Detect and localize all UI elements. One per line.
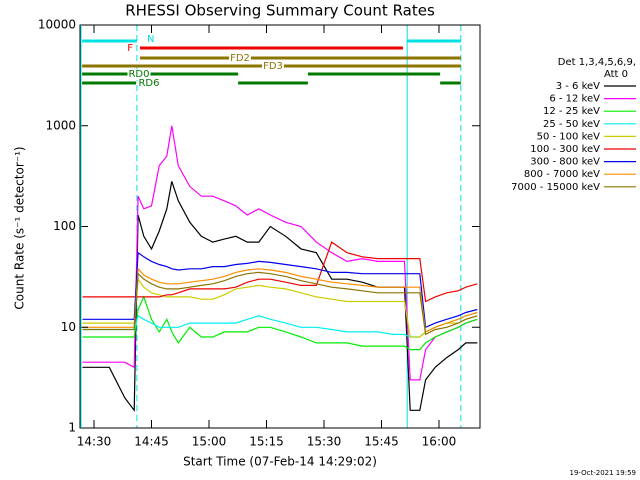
legend-label: 7000 - 15000 keV xyxy=(511,182,600,193)
legend-label: 6 - 12 keV xyxy=(549,94,600,105)
y-tick-label: 10000 xyxy=(38,18,76,32)
legend-label: 100 - 300 keV xyxy=(530,144,600,155)
x-tick-label: 15:30 xyxy=(307,435,342,449)
x-tick-label: 16:00 xyxy=(422,435,457,449)
y-tick-label: 1000 xyxy=(45,118,76,132)
x-tick-label: 15:45 xyxy=(364,435,399,449)
legend-label: 3 - 6 keV xyxy=(556,81,600,92)
legend-title: Det 1,3,4,5,6,9, xyxy=(558,57,636,68)
y-tick-label: 100 xyxy=(53,219,76,233)
y-tick-label: 10 xyxy=(61,320,76,334)
series-line xyxy=(82,125,478,381)
series-line xyxy=(82,251,478,329)
legend-label: 50 - 100 keV xyxy=(537,131,601,142)
footer: 19-Oct-2021 19:59 xyxy=(570,469,636,477)
chart-title: RHESSI Observing Summary Count Rates xyxy=(125,2,435,20)
legend-label: 12 - 25 keV xyxy=(543,106,600,117)
flag-label-bg xyxy=(262,61,284,72)
flag-label: F xyxy=(127,43,133,54)
series-line xyxy=(82,277,478,338)
x-tick-label: 15:00 xyxy=(192,435,227,449)
flag-label-bg xyxy=(127,69,151,80)
flag-label: RD6 xyxy=(138,78,159,89)
x-tick-label: 15:15 xyxy=(249,435,284,449)
y-tick-label: 1 xyxy=(68,421,76,435)
series-line xyxy=(82,181,478,413)
flag-label-bg xyxy=(137,78,161,89)
x-tick-label: 14:30 xyxy=(77,435,112,449)
flag-label-bg xyxy=(229,53,251,64)
flag-label: RD0 xyxy=(128,69,149,80)
series-line xyxy=(82,295,478,351)
flag-label: FD3 xyxy=(263,61,283,72)
flag-label: FD2 xyxy=(230,53,250,64)
plot-area xyxy=(82,25,478,428)
series-line xyxy=(82,267,478,333)
legend-title: Att 0 xyxy=(604,69,628,80)
x-axis-label: Start Time (07-Feb-14 14:29:02) xyxy=(183,455,377,469)
series-line xyxy=(82,241,478,303)
y-axis-label: Count Rate (s⁻¹ detector⁻¹) xyxy=(13,146,27,309)
legend-label: 25 - 50 keV xyxy=(543,119,600,130)
series-line xyxy=(82,311,478,338)
flag-label: N xyxy=(147,34,154,45)
legend-label: 800 - 7000 keV xyxy=(524,169,600,180)
x-tick-label: 14:45 xyxy=(134,435,169,449)
legend-label: 300 - 800 keV xyxy=(530,157,600,168)
series-line xyxy=(82,271,478,336)
